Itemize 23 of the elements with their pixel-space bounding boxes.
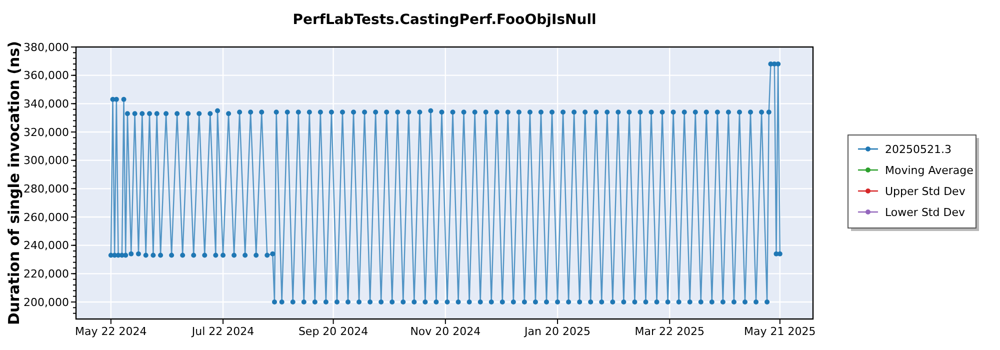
x-tick-label: May 21 2025 bbox=[744, 325, 816, 338]
x-tick-label: Jan 20 2025 bbox=[524, 325, 591, 338]
legend-label: Lower Std Dev bbox=[885, 206, 966, 219]
x-tick-label: Sep 20 2024 bbox=[298, 325, 368, 338]
y-tick-label: 240,000 bbox=[24, 239, 69, 252]
y-tick-label: 300,000 bbox=[24, 154, 69, 168]
y-tick-label: 260,000 bbox=[24, 210, 69, 224]
y-tick-label: 280,000 bbox=[24, 182, 69, 196]
x-tick-label: Nov 20 2024 bbox=[410, 325, 481, 338]
legend-label: Upper Std Dev bbox=[885, 184, 966, 198]
x-tick-label: Jul 22 2024 bbox=[190, 325, 254, 338]
x-tick-label: Mar 22 2025 bbox=[634, 325, 705, 338]
y-tick-label: 380,000 bbox=[24, 40, 69, 54]
x-tick-label: May 22 2024 bbox=[75, 325, 147, 338]
y-tick-label: 340,000 bbox=[24, 98, 69, 111]
y-tick-label: 220,000 bbox=[24, 268, 69, 281]
y-axis-title: Duration of single invocation (ns) bbox=[5, 41, 23, 325]
y-tick-label: 360,000 bbox=[24, 69, 69, 82]
y-tick-label: 200,000 bbox=[24, 296, 69, 309]
chart-title: PerfLabTests.CastingPerf.FooObjIsNull bbox=[292, 12, 596, 28]
y-tick-label: 320,000 bbox=[24, 126, 69, 139]
legend-label: 20250521.3 bbox=[885, 142, 952, 156]
legend-label: Moving Average bbox=[885, 164, 974, 177]
